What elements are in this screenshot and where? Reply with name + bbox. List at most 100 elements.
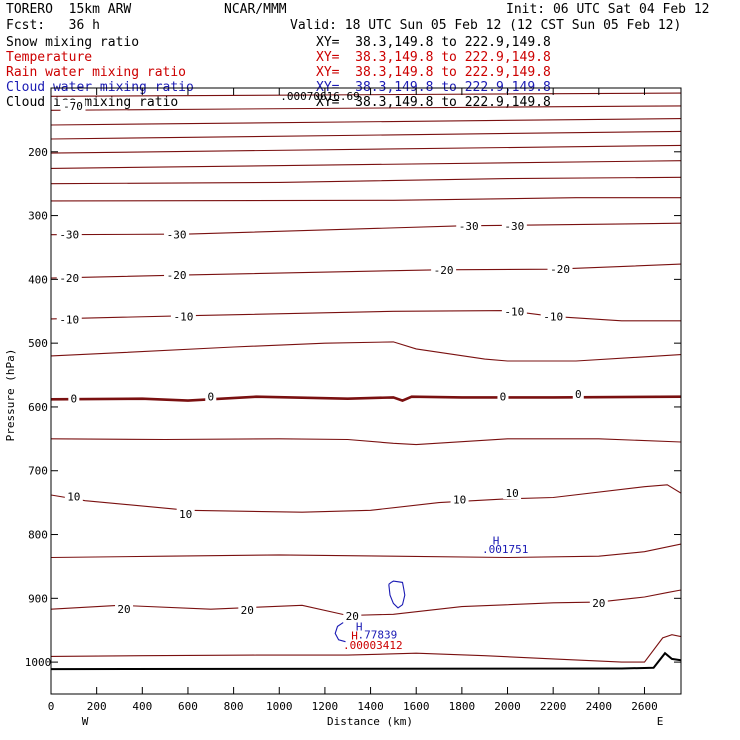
- x-tick-label-200: 200: [87, 700, 107, 713]
- isotherm-label-10: -10: [173, 310, 193, 323]
- max-annotation-1: .001751: [482, 543, 528, 556]
- isotherm-tline-12: [51, 341, 681, 362]
- isotherm-label-4: -30: [504, 220, 524, 233]
- center-title: NCAR/MMM: [224, 2, 287, 17]
- max-annotation-2: H: [356, 620, 363, 633]
- isotherm-tline-17: [51, 589, 681, 617]
- cloud-water-contour-left: [334, 622, 346, 643]
- isotherm-label-13: 0: [71, 393, 78, 406]
- isotherm-label-15: 0: [500, 391, 507, 404]
- terrain-line: [51, 651, 681, 671]
- isotherm-tline-9: [51, 222, 681, 236]
- isotherm-tline-11: [51, 310, 681, 322]
- init-time: Init: 06 UTC Sat 04 Feb 12: [506, 2, 710, 17]
- max-annotation-5: .00003412: [343, 639, 403, 652]
- isotherm-tline-3: [51, 118, 681, 126]
- isotherm-label-0: -70: [63, 100, 83, 113]
- isotherm-label-8: -20: [550, 263, 570, 276]
- isotherm-tline-1: [51, 92, 681, 97]
- isotherm-label-20: 10: [505, 487, 518, 500]
- x-tick-label-1200: 1200: [312, 700, 339, 713]
- x-tick-label-1000: 1000: [266, 700, 293, 713]
- y-tick-label-1000: 1000: [25, 656, 52, 669]
- x-tick-label-1600: 1600: [403, 700, 430, 713]
- isotherm-label-bg-13: [68, 392, 80, 405]
- isotherm-label-bg-19: [450, 493, 469, 506]
- isotherm-tline-13: [51, 395, 681, 402]
- isotherm-label-bg-18: [176, 508, 195, 521]
- valid-time: Valid: 18 UTC Sun 05 Feb 12 (12 CST Sun …: [290, 18, 682, 33]
- isotherm-tline-4: [51, 130, 681, 140]
- isotherm-tline-7: [51, 176, 681, 185]
- isotherm-tline-10: [51, 263, 681, 279]
- isotherm-label-bg-4: [501, 219, 527, 232]
- isotherm-label-bg-10: [170, 310, 196, 323]
- model-title: TORERO 15km ARW: [6, 2, 132, 17]
- max-annotation-3: .77839: [358, 629, 398, 642]
- isotherm-label-bg-16: [572, 388, 584, 401]
- top-annotation: .00070616.69: [280, 90, 359, 103]
- y-tick-label-300: 300: [28, 210, 48, 223]
- isotherm-tline-15: [51, 484, 681, 513]
- legend-xy-4: XY= 38.3,149.8 to 222.9,149.8: [316, 95, 551, 110]
- forecast-hour: Fcst: 36 h: [6, 18, 100, 33]
- isotherm-label-2: -30: [167, 229, 187, 242]
- isotherm-tline-14: [51, 438, 681, 446]
- x-tick-label-1400: 1400: [357, 700, 384, 713]
- isotherm-label-bg-11: [501, 305, 527, 318]
- isotherm-label-16: 0: [575, 388, 582, 401]
- x-tick-label-600: 600: [178, 700, 198, 713]
- cloud-water-contour-right: [388, 580, 406, 609]
- isotherm-label-bg-2: [164, 228, 190, 241]
- isotherm-label-6: -20: [167, 269, 187, 282]
- isotherm-label-1: -30: [59, 229, 79, 242]
- isotherm-label-3: -30: [459, 220, 479, 233]
- isotherm-label-bg-21: [115, 603, 134, 616]
- isotherm-label-19: 10: [453, 493, 466, 506]
- isotherm-label-12: -10: [543, 310, 563, 323]
- isotherm-tline-8: [51, 197, 681, 202]
- isotherm-label-bg-20: [503, 487, 522, 500]
- isotherm-label-11: -10: [504, 305, 524, 318]
- max-annotation-4: H: [351, 629, 358, 642]
- max-annotation-0: H: [493, 534, 500, 547]
- isotherm-label-bg-8: [547, 263, 573, 276]
- legend-field-3: Cloud water mixing ratio: [6, 80, 194, 95]
- isotherm-label-bg-1: [56, 228, 82, 241]
- isotherm-label-bg-6: [164, 268, 190, 281]
- x-tick-label-0: 0: [48, 700, 55, 713]
- x-tick-label-2000: 2000: [494, 700, 521, 713]
- isotherm-label-17: 10: [67, 490, 80, 503]
- y-tick-label-700: 700: [28, 465, 48, 478]
- isotherm-label-bg-15: [497, 390, 509, 403]
- isotherm-label-bg-7: [431, 263, 457, 276]
- isotherm-label-bg-9: [56, 313, 82, 326]
- isotherm-label-bg-12: [540, 310, 566, 323]
- isotherm-tline-16: [51, 543, 681, 559]
- west-label: W: [82, 715, 89, 728]
- x-tick-label-2400: 2400: [586, 700, 613, 713]
- isotherm-label-bg-3: [456, 219, 482, 232]
- x-axis-label: Distance (km): [327, 715, 413, 728]
- y-tick-label-800: 800: [28, 529, 48, 542]
- x-tick-label-2600: 2600: [631, 700, 658, 713]
- isotherm-tline-5: [51, 144, 681, 154]
- isotherm-label-bg-0: [60, 99, 86, 112]
- isotherm-label-5: -20: [59, 272, 79, 285]
- isotherm-label-bg-17: [64, 490, 83, 503]
- plot-frame: [50, 87, 682, 695]
- isotherm-label-18: 10: [179, 508, 192, 521]
- isotherm-label-22: 20: [241, 604, 254, 617]
- isotherm-label-bg-24: [589, 596, 608, 609]
- legend-field-1: Temperature: [6, 50, 93, 65]
- isotherm-tline-6: [51, 160, 681, 169]
- isotherm-label-bg-14: [205, 390, 217, 403]
- legend-field-0: Snow mixing ratio: [6, 35, 140, 50]
- isotherm-label-14: 0: [207, 391, 214, 404]
- legend-xy-0: XY= 38.3,149.8 to 222.9,149.8: [316, 35, 551, 50]
- x-tick-label-1800: 1800: [449, 700, 476, 713]
- y-tick-label-500: 500: [28, 337, 48, 350]
- isotherm-label-7: -20: [434, 264, 454, 277]
- isotherm-label-9: -10: [59, 314, 79, 327]
